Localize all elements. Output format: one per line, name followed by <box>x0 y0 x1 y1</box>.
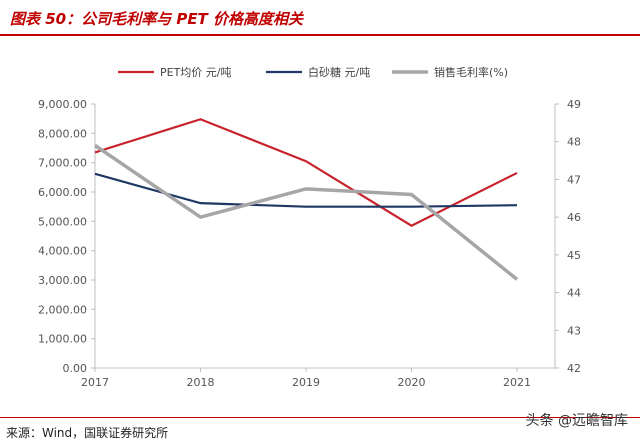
legend: PET均价 元/吨 白砂糖 元/吨 销售毛利率(%) <box>118 65 508 79</box>
footer-divider <box>0 417 640 418</box>
right-tick-label: 48 <box>567 136 581 149</box>
series-line-1 <box>94 118 518 227</box>
x-tick-label: 2018 <box>187 376 215 389</box>
left-tick-label: 2,000.00 <box>38 303 87 316</box>
x-tick-label: 2017 <box>81 376 109 389</box>
left-tick-label: 7,000.00 <box>38 157 87 170</box>
title-bar: 图表 50：公司毛利率与 PET 价格高度相关 <box>0 0 640 36</box>
x-tick-label: 2021 <box>503 376 531 389</box>
right-tick-label: 47 <box>567 173 581 186</box>
x-tick-label: 2019 <box>292 376 320 389</box>
left-tick-label: 0.00 <box>63 362 88 375</box>
watermark: 头条 @远瞻智库 <box>525 413 628 429</box>
source-note: 来源：Wind，国联证券研究所 <box>6 426 169 440</box>
left-axis: 0.00 1,000.00 2,000.00 3,000.00 4,000.00 5,00… <box>38 98 96 375</box>
chart: PET均价 元/吨 白砂糖 元/吨 销售毛利率(%) 0.00 1,000.00 2,0… <box>38 65 581 389</box>
left-tick-label: 9,000.00 <box>38 98 87 111</box>
x-tick-label: 2020 <box>398 376 426 389</box>
legend-label: PET均价 元/吨 <box>160 66 232 79</box>
left-tick-label: 1,000.00 <box>38 333 87 346</box>
right-tick-label: 45 <box>567 249 581 262</box>
right-tick-label: 43 <box>567 324 581 337</box>
legend-label: 销售毛利率(%) <box>434 65 508 79</box>
legend-label: 白砂糖 元/吨 <box>308 65 370 79</box>
series-line-3 <box>94 144 519 281</box>
series-lines <box>94 118 519 281</box>
left-tick-label: 6,000.00 <box>38 186 87 199</box>
left-tick-label: 4,000.00 <box>38 245 87 258</box>
left-tick-label: 8,000.00 <box>38 127 87 140</box>
right-tick-label: 44 <box>567 287 581 300</box>
right-tick-label: 49 <box>567 98 581 111</box>
right-tick-label: 42 <box>567 362 581 375</box>
right-tick-label: 46 <box>567 211 581 224</box>
chart-title: 图表 50：公司毛利率与 PET 价格高度相关 <box>10 10 304 28</box>
left-tick-label: 3,000.00 <box>38 274 87 287</box>
left-tick-label: 5,000.00 <box>38 215 87 228</box>
right-axis: 42 43 44 45 46 47 48 49 <box>554 98 581 375</box>
x-axis: 2017 2018 2019 2020 2021 <box>81 367 555 389</box>
